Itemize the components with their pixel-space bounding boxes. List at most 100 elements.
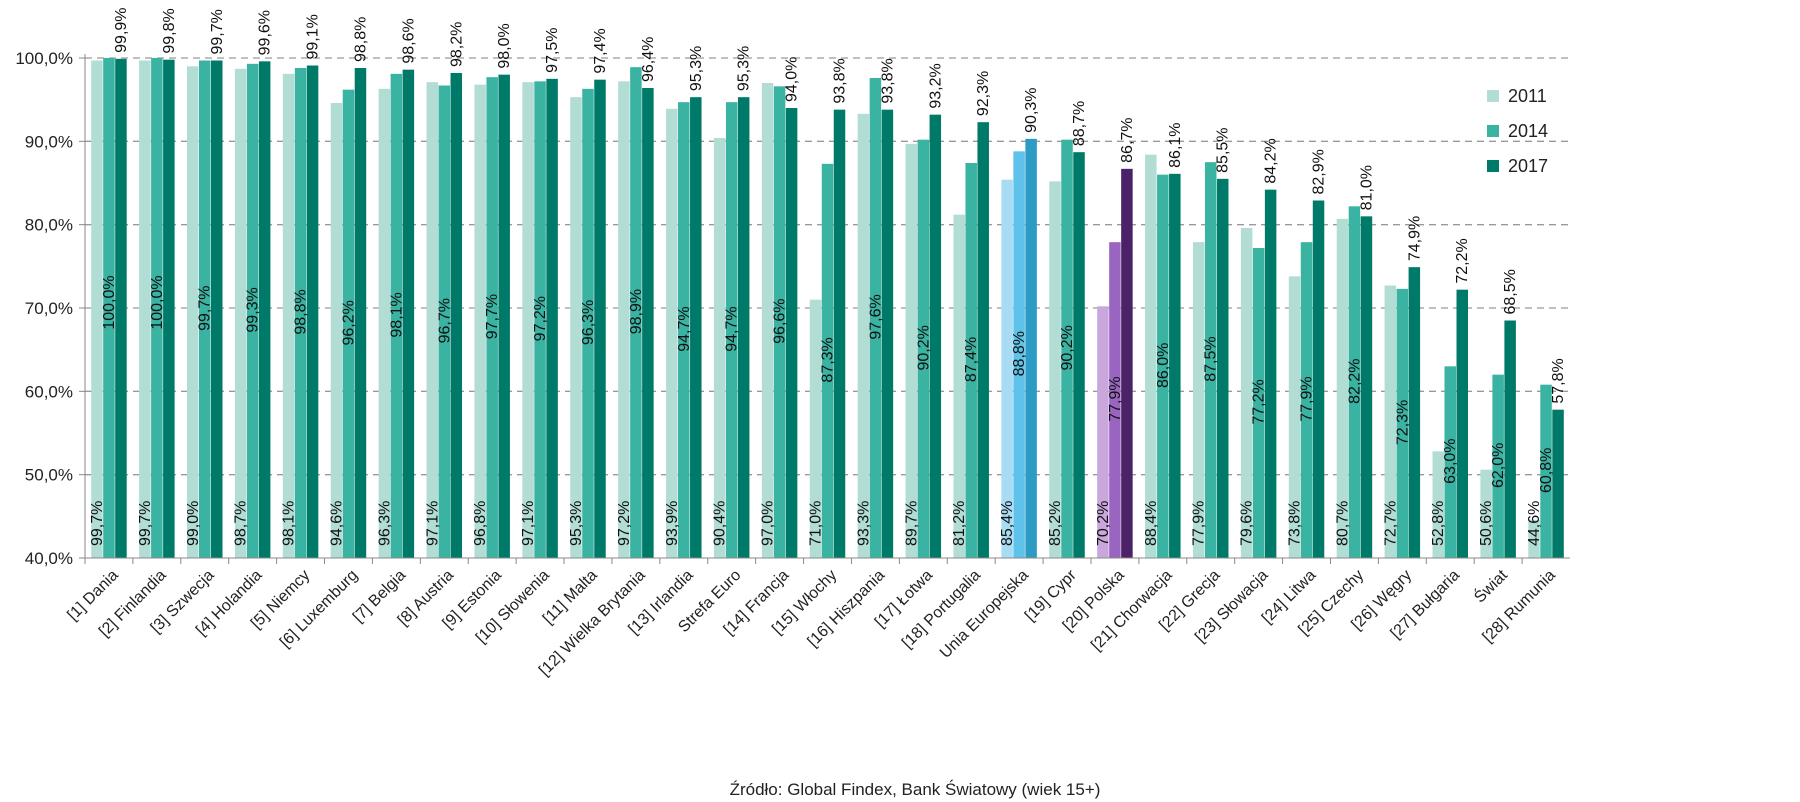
bar-2017 [1073, 152, 1085, 558]
data-label-2011: 93,9% [664, 501, 681, 546]
bar-2017 [929, 114, 942, 559]
bar-2011 [378, 88, 391, 558]
data-label-2014: 97,2% [532, 296, 549, 341]
data-label-2017: 88,7% [1071, 101, 1088, 146]
data-label-2017: 99,8% [161, 8, 178, 53]
data-label-2014: 96,3% [580, 300, 597, 345]
bar-2017 [1408, 267, 1421, 558]
bar-2017 [498, 74, 510, 559]
bar-2017 [977, 122, 989, 559]
legend-swatch-2017 [1487, 160, 1499, 172]
bar-2017 [1360, 216, 1373, 559]
data-label-2014: 87,3% [820, 337, 837, 382]
bar-2014 [965, 163, 977, 558]
data-label-2011: 97,2% [616, 501, 633, 546]
bar-2011 [1001, 179, 1013, 558]
bar-2017 [594, 79, 606, 559]
data-label-2011: 99,7% [89, 501, 106, 546]
bar-2014 [486, 77, 498, 559]
bar-2011 [330, 103, 343, 558]
bar-2017 [450, 73, 463, 558]
bar-2014 [1013, 151, 1025, 559]
legend-label-2017: 2017 [1508, 156, 1548, 176]
data-label-2011: 52,8% [1430, 501, 1447, 546]
bar-2011 [426, 82, 439, 559]
bar-2014 [438, 85, 451, 558]
x-category-label: Unia Europejska [937, 567, 1032, 662]
bar-2017 [1456, 289, 1468, 558]
bar-2014 [917, 139, 930, 558]
bar-2014 [1492, 374, 1504, 558]
data-label-2017: 99,1% [305, 14, 322, 59]
bar-2014 [630, 67, 642, 559]
data-label-2017: 74,9% [1406, 216, 1423, 261]
data-label-2017: 86,1% [1167, 122, 1184, 167]
bar-2014 [821, 163, 834, 559]
bar-2017 [642, 88, 654, 558]
bar-2014 [1204, 162, 1217, 558]
bar-2017 [1504, 320, 1516, 558]
data-label-2014: 63,0% [1442, 438, 1459, 483]
bar-2011 [666, 108, 678, 558]
data-label-2017: 99,7% [209, 9, 226, 54]
data-label-2011: 97,1% [424, 501, 441, 546]
bar-2014 [1061, 139, 1073, 558]
bar-2011 [1240, 228, 1253, 558]
data-label-2017: 90,3% [1023, 87, 1040, 132]
data-label-2014: 90,2% [1059, 325, 1076, 370]
data-label-2017: 86,7% [1119, 117, 1136, 162]
legend-label-2014: 2014 [1508, 121, 1548, 141]
data-label-2014: 98,9% [628, 289, 645, 334]
bar-2014 [1396, 288, 1409, 558]
data-label-2017: 98,2% [448, 22, 465, 67]
bar-2014 [246, 63, 259, 558]
bar-2017 [785, 108, 798, 558]
data-labels: 99,7% 100,0% 99,9% 99,7% 100,0% 99,8% 99,0% 99,… [89, 7, 1567, 546]
data-label-2017: 95,3% [736, 46, 753, 91]
data-label-2011: 85,2% [1047, 501, 1064, 546]
data-label-2017: 99,9% [113, 7, 130, 52]
data-label-2011: 90,4% [712, 501, 729, 546]
bar-2017 [1025, 138, 1037, 559]
data-label-2011: 50,6% [1478, 501, 1495, 546]
data-label-2014: 87,5% [1203, 336, 1220, 381]
bar-2017 [354, 68, 367, 558]
bar-2014 [678, 102, 690, 559]
data-label-2014: 97,7% [484, 294, 501, 339]
data-label-2011: 98,1% [281, 501, 298, 546]
y-tick-label: 90,0% [25, 132, 73, 151]
y-tick-label: 60,0% [25, 382, 73, 401]
data-label-2017: 68,5% [1502, 269, 1519, 314]
data-label-2017: 97,5% [544, 27, 561, 72]
bar-2017 [1264, 189, 1277, 558]
data-label-2014: 72,3% [1394, 400, 1411, 445]
bars [91, 58, 1564, 559]
data-label-2011: 72,7% [1382, 501, 1399, 546]
data-label-2014: 99,3% [245, 287, 262, 332]
bar-2011 [234, 68, 247, 558]
bar-2011 [1145, 154, 1157, 558]
bar-2011 [91, 60, 103, 558]
data-label-2014: 60,8% [1538, 448, 1555, 493]
data-label-2014: 97,6% [867, 294, 884, 339]
data-label-2017: 85,5% [1215, 127, 1232, 172]
data-label-2017: 99,6% [257, 10, 274, 55]
bar-2017 [402, 69, 415, 559]
data-label-2011: 99,7% [137, 501, 154, 546]
data-label-2017: 84,2% [1263, 138, 1280, 183]
data-label-2011: 88,4% [1143, 501, 1160, 546]
bar-2014 [773, 86, 786, 558]
data-label-2017: 93,8% [879, 58, 896, 103]
data-label-2011: 73,8% [1287, 501, 1304, 546]
data-label-2011: 70,2% [1095, 501, 1112, 546]
bar-2014 [1444, 366, 1456, 558]
bar-2014 [342, 89, 355, 559]
data-label-2017: 98,8% [352, 17, 369, 62]
data-label-2014: 86,0% [1155, 343, 1172, 388]
bar-2014 [1252, 248, 1265, 558]
data-label-2014: 98,1% [388, 292, 405, 337]
bar-2014 [103, 58, 115, 558]
bar-2014 [869, 78, 882, 558]
bar-2011 [857, 113, 870, 558]
